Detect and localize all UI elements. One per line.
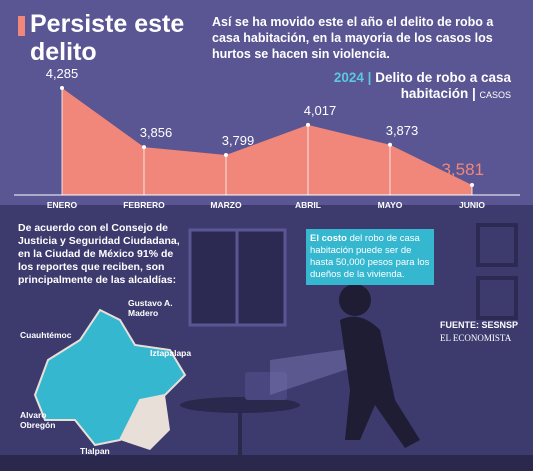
value-label: 3,799 bbox=[222, 133, 255, 148]
alcaldia-label: Gustavo A. Madero bbox=[128, 298, 173, 318]
chart-title-text: Delito de robo a casa habitación bbox=[375, 70, 511, 101]
thief-head bbox=[339, 284, 371, 316]
point bbox=[224, 152, 228, 157]
point bbox=[142, 145, 146, 150]
value-label: 4,017 bbox=[304, 103, 337, 118]
value-label: 3,581 bbox=[441, 160, 484, 179]
alcaldia-label: Iztapalapa bbox=[150, 348, 192, 358]
chart-title: 2024 | Delito de robo a casa habitación … bbox=[333, 70, 511, 101]
point bbox=[470, 183, 474, 187]
point bbox=[306, 122, 310, 127]
value-label: 3,856 bbox=[140, 125, 173, 140]
x-tick-label: MARZO bbox=[210, 200, 242, 210]
value-label: 4,285 bbox=[46, 66, 79, 81]
x-tick-label: MAYO bbox=[378, 200, 403, 210]
alcaldia-label: Tlalpan bbox=[80, 446, 110, 456]
title-bar bbox=[18, 16, 25, 36]
title: Persiste este delito bbox=[30, 10, 185, 66]
chart: 4,285 ENERO 3,856 FEBRERO 3,799 MARZO 4,017 ABR… bbox=[14, 66, 520, 210]
floor bbox=[0, 455, 533, 471]
x-tick-label: JUNIO bbox=[459, 200, 485, 210]
point bbox=[60, 86, 64, 90]
map-south bbox=[120, 395, 170, 450]
frame bbox=[476, 223, 518, 267]
source: FUENTE: SESNSP bbox=[440, 320, 519, 330]
area bbox=[62, 88, 472, 195]
note: El costo del robo de casa habitación pue… bbox=[306, 229, 434, 285]
alcaldia-label: Alvaro Obregón bbox=[20, 410, 56, 430]
point bbox=[388, 142, 392, 147]
context-text: De acuerdo con el Consejo de Justicia y … bbox=[18, 222, 180, 286]
intro: Así se ha movido este el año el delito d… bbox=[212, 15, 494, 61]
x-tick-label: ENERO bbox=[47, 200, 78, 210]
chart-unit: CASOS bbox=[479, 90, 511, 100]
brand: EL ECONOMISTA bbox=[440, 333, 512, 343]
thief-body bbox=[340, 316, 420, 448]
note-text: del robo de casa habitación puede ser de… bbox=[310, 233, 430, 280]
table-leg bbox=[238, 405, 242, 455]
chart-year: 2024 bbox=[333, 70, 364, 85]
value-label: 3,873 bbox=[386, 123, 419, 138]
alcaldia-label: Cuauhtémoc bbox=[20, 330, 72, 340]
note-bold: El costo bbox=[310, 233, 347, 244]
x-tick-label: ABRIL bbox=[295, 200, 321, 210]
frame bbox=[476, 276, 518, 320]
x-tick-label: FEBRERO bbox=[123, 200, 165, 210]
